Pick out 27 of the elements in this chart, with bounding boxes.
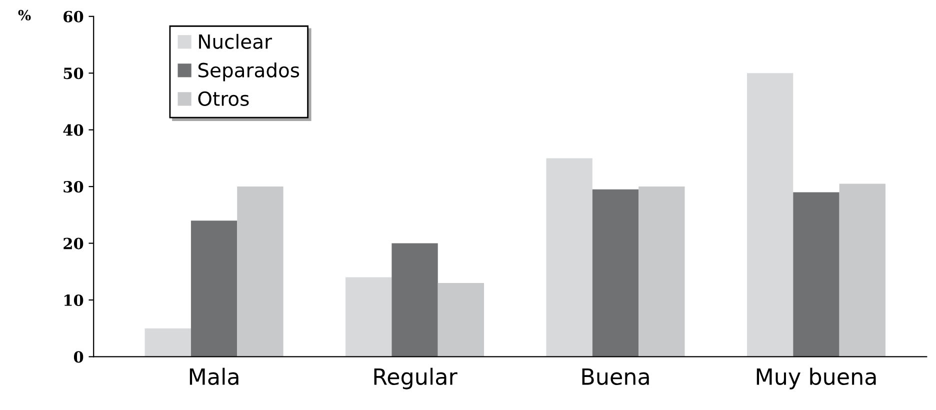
bar: [392, 243, 438, 357]
bar: [144, 328, 191, 357]
bar: [438, 282, 484, 357]
bar: [346, 277, 392, 357]
y-tick-label: 30: [64, 181, 84, 193]
bar: [592, 189, 639, 357]
bar: [546, 158, 592, 357]
x-tick-label: Regular: [374, 368, 458, 390]
x-tick-label: Mala: [190, 368, 238, 386]
bar: [190, 220, 238, 357]
bar: [746, 73, 794, 357]
x-tick-label: Buena: [582, 368, 649, 386]
legend-label: Separados: [198, 62, 300, 82]
y-tick-label: 50: [64, 68, 84, 80]
x-tick-label: Muy buena: [756, 368, 876, 390]
y-tick-label: 20: [64, 238, 84, 250]
y-tick-label: 40: [63, 124, 84, 136]
bar: [793, 192, 840, 357]
y-tick-label: 10: [64, 294, 84, 306]
y-tick-label: 60: [64, 10, 84, 22]
bar: [839, 184, 886, 357]
legend-label: Nuclear: [199, 34, 272, 49]
legend-label: Otros: [198, 91, 249, 106]
y-axis-title: %: [18, 10, 31, 20]
y-tick-label: 0: [74, 351, 84, 363]
bar: [638, 186, 685, 357]
bar: [237, 186, 284, 357]
